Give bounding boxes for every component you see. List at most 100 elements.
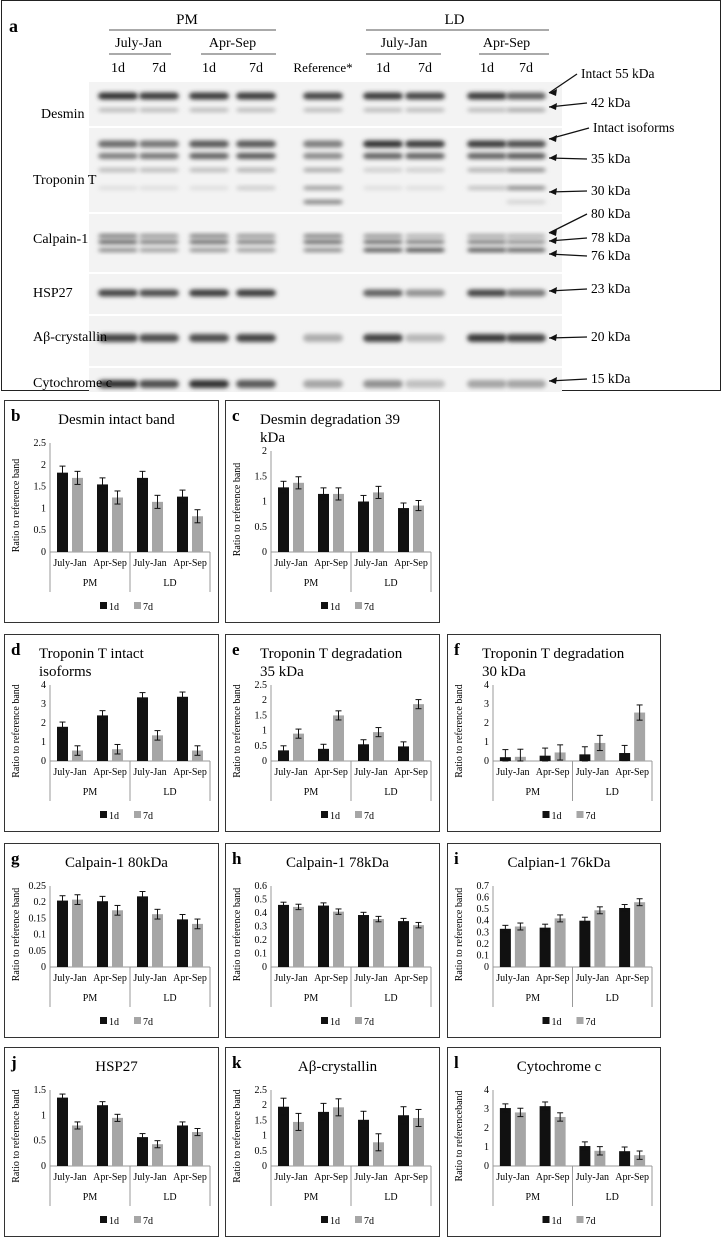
error-bar <box>621 1146 628 1156</box>
group-label: PM <box>83 1192 98 1203</box>
error-bar <box>557 914 564 923</box>
error-bar <box>542 747 549 762</box>
error-bar <box>74 894 81 905</box>
blot-band <box>303 240 343 244</box>
blot-band <box>363 92 403 100</box>
error-bar <box>59 1093 66 1102</box>
error-bar <box>114 1113 121 1122</box>
y-axis-label: Ratio to reference band <box>232 684 243 778</box>
error-bar <box>400 917 407 925</box>
category-label: Apr-Sep <box>93 1172 127 1183</box>
y-tick-label: 1 <box>262 726 267 737</box>
blot-band <box>98 248 138 252</box>
y-axis-label: Ratio to reference band <box>11 684 22 778</box>
blot-band <box>98 234 138 238</box>
y-tick-label: 1.5 <box>255 710 268 721</box>
y-tick-label: 0.3 <box>255 922 268 933</box>
blot-band <box>189 186 229 190</box>
y-tick-label: 2 <box>262 446 267 457</box>
y-tick-label: 2 <box>41 718 46 729</box>
chart-title: Troponin T intact <box>39 646 145 662</box>
y-tick-label: 0 <box>262 962 267 973</box>
bar-7d <box>293 482 304 552</box>
error-bar <box>179 1121 186 1130</box>
bar-1d <box>177 919 188 967</box>
error-bar <box>400 741 407 752</box>
kda-marker: 20 kDa <box>591 329 630 344</box>
error-bar <box>375 915 382 923</box>
bar-1d <box>57 726 68 761</box>
category-label: Apr-Sep <box>536 973 570 984</box>
period-label: July-Jan <box>115 36 162 51</box>
arrow-head <box>549 154 557 161</box>
error-bar <box>74 1121 81 1130</box>
blot-band <box>189 108 229 112</box>
blot-band <box>405 92 445 100</box>
y-tick-label: 1 <box>41 1110 46 1121</box>
error-bar <box>194 745 201 756</box>
legend-label: 7d <box>364 1017 374 1028</box>
blot-band <box>98 168 138 172</box>
bar-1d <box>137 697 148 761</box>
error-bar <box>375 485 382 499</box>
y-tick-label: 2 <box>484 1123 489 1134</box>
bar-7d <box>192 516 203 552</box>
bar-7d <box>112 1117 123 1166</box>
chart-f: f Troponin T degradation 30 kDa Ratio to re… <box>454 640 653 822</box>
error-bar <box>517 922 524 931</box>
error-bar <box>139 1133 146 1142</box>
blot-lanes <box>89 82 562 392</box>
error-bar <box>415 699 422 710</box>
blot-band <box>236 168 276 172</box>
legend-swatch <box>134 602 141 609</box>
legend-swatch <box>321 811 328 818</box>
y-axis-label: Ratio to reference band <box>232 463 243 557</box>
category-label: July-Jan <box>354 1172 387 1183</box>
blot-band <box>303 108 343 112</box>
bar-1d <box>57 472 68 552</box>
blot-band <box>139 234 179 238</box>
blot-band <box>363 140 403 148</box>
y-tick-label: 0 <box>484 962 489 973</box>
day-label: 1d <box>111 61 125 76</box>
group-label: LD <box>163 787 176 798</box>
error-bar <box>154 1140 161 1149</box>
bar-1d <box>358 1119 369 1166</box>
blot-band <box>303 248 343 252</box>
error-bar <box>360 739 367 750</box>
blot-band <box>98 334 138 342</box>
category-label: Apr-Sep <box>314 558 348 569</box>
y-axis-label: Ratio to reference band <box>232 1089 243 1183</box>
category-label: July-Jan <box>133 1172 166 1183</box>
category-label: July-Jan <box>53 1172 86 1183</box>
blot-band <box>363 380 403 388</box>
y-tick-label: 0.25 <box>29 881 47 892</box>
bar-1d <box>278 904 289 967</box>
y-tick-label: 0.2 <box>34 897 47 908</box>
blot-band <box>139 289 179 297</box>
category-label: Apr-Sep <box>314 767 348 778</box>
panel-label: d <box>11 640 21 659</box>
blot-band <box>189 240 229 244</box>
legend-label: 7d <box>586 811 596 822</box>
y-axis-label: Ratio to reference band <box>11 888 22 982</box>
bar-7d <box>373 492 384 552</box>
error-bar <box>596 1146 603 1156</box>
bar-7d <box>413 704 424 761</box>
category-label: July-Jan <box>274 973 307 984</box>
y-tick-label: 0.5 <box>255 1146 268 1157</box>
group-label: LD <box>384 787 397 798</box>
y-tick-label: 0 <box>484 1161 489 1172</box>
day-label: 7d <box>249 61 263 76</box>
legend-swatch <box>355 811 362 818</box>
bar-1d <box>278 750 289 761</box>
error-bar <box>320 743 327 754</box>
error-bar <box>194 918 201 930</box>
blot-band <box>303 140 343 148</box>
blot-band <box>303 153 343 159</box>
blot-band <box>139 240 179 244</box>
y-tick-label: 0.5 <box>255 741 268 752</box>
chart-title: Cytochrome c <box>517 1059 602 1075</box>
chart-e: e Troponin T degradation 35 kDa Ratio to re… <box>232 640 432 822</box>
blot-band <box>506 289 546 297</box>
